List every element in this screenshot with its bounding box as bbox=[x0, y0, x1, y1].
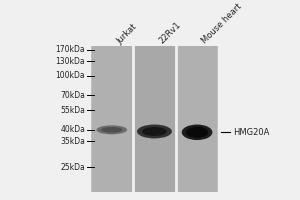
Text: 40kDa: 40kDa bbox=[60, 125, 85, 134]
Text: Mouse heart: Mouse heart bbox=[200, 2, 244, 46]
Ellipse shape bbox=[142, 127, 167, 136]
Ellipse shape bbox=[186, 127, 208, 138]
Ellipse shape bbox=[182, 125, 212, 140]
Text: 35kDa: 35kDa bbox=[60, 137, 85, 146]
Text: 100kDa: 100kDa bbox=[56, 71, 85, 80]
Ellipse shape bbox=[101, 127, 122, 133]
Text: 55kDa: 55kDa bbox=[60, 106, 85, 115]
Bar bbox=[134, 46, 175, 192]
Text: Jurkat: Jurkat bbox=[115, 22, 139, 46]
Ellipse shape bbox=[97, 125, 127, 134]
Text: HMG20A: HMG20A bbox=[233, 128, 270, 137]
Bar bbox=[177, 46, 217, 192]
Ellipse shape bbox=[137, 125, 172, 138]
Text: 170kDa: 170kDa bbox=[56, 45, 85, 54]
Text: 22Rv1: 22Rv1 bbox=[158, 20, 183, 46]
Text: 130kDa: 130kDa bbox=[56, 57, 85, 66]
Text: 25kDa: 25kDa bbox=[61, 163, 85, 172]
Text: 70kDa: 70kDa bbox=[60, 91, 85, 100]
Bar bbox=[92, 46, 132, 192]
Bar bbox=[91, 46, 218, 192]
